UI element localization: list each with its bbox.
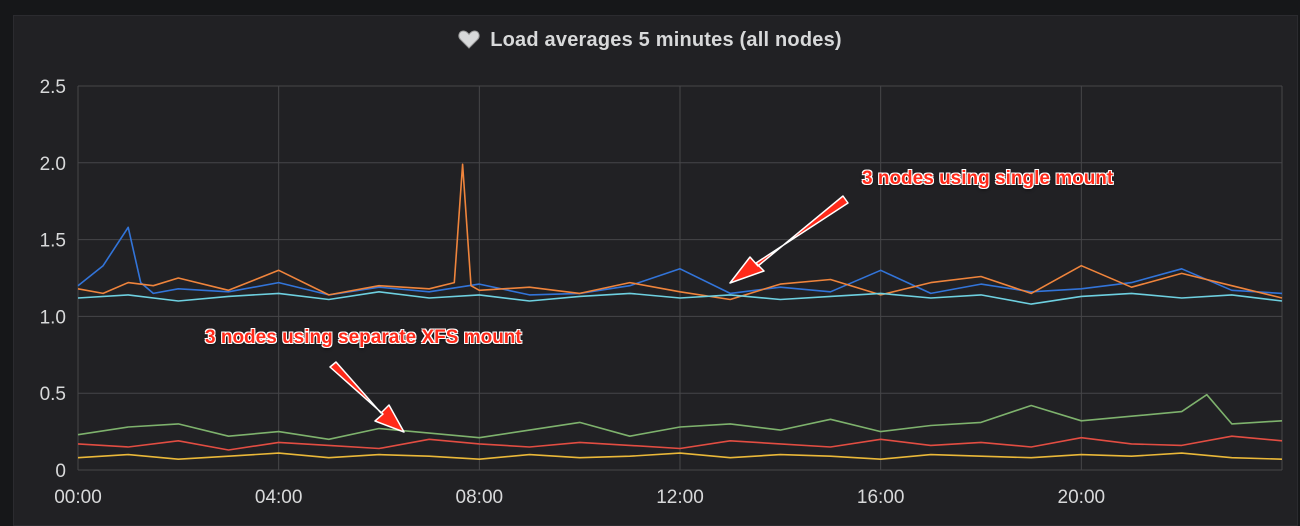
series-line-5 xyxy=(77,435,1283,451)
y-tick-label: 2.0 xyxy=(40,154,66,175)
y-tick-label: 1.5 xyxy=(40,231,66,252)
series-line-2 xyxy=(77,163,1283,301)
x-tick-label: 16:00 xyxy=(857,487,905,508)
annotation-xfs-mount: 3 nodes using separate XFS mount xyxy=(205,327,522,348)
panel-title-text: Load averages 5 minutes (all nodes) xyxy=(490,29,842,51)
series-lines xyxy=(77,163,1283,461)
series-line-3 xyxy=(77,290,1283,305)
y-tick-label: 0 xyxy=(55,461,66,482)
graph-panel xyxy=(13,15,1298,526)
series-line-6 xyxy=(77,452,1283,461)
annotation-arrow-xfs-mount xyxy=(329,361,405,433)
annotation-single-mount: 3 nodes using single mount xyxy=(862,168,1114,189)
y-tick-label: 1.0 xyxy=(40,307,66,328)
x-tick-label: 00:00 xyxy=(54,487,102,508)
x-axis-ticks: 00:00 04:00 08:00 12:00 16:00 20:00 xyxy=(54,487,1105,508)
y-tick-label: 2.5 xyxy=(40,77,66,98)
annotation-arrows xyxy=(329,195,849,433)
x-tick-label: 04:00 xyxy=(255,487,303,508)
y-axis-ticks: 0 0.5 1.0 1.5 2.0 2.5 xyxy=(40,77,66,482)
x-tick-label: 12:00 xyxy=(656,487,704,508)
x-tick-label: 20:00 xyxy=(1058,487,1106,508)
heart-icon xyxy=(458,29,480,55)
annotation-arrow-single-mount xyxy=(729,195,849,284)
x-tick-label: 08:00 xyxy=(456,487,504,508)
panel-title[interactable]: Load averages 5 minutes (all nodes) xyxy=(0,29,1300,55)
series-line-4 xyxy=(77,393,1283,441)
y-tick-label: 0.5 xyxy=(40,384,66,405)
series-line-1 xyxy=(77,226,1283,296)
chart-grid xyxy=(77,85,1283,471)
